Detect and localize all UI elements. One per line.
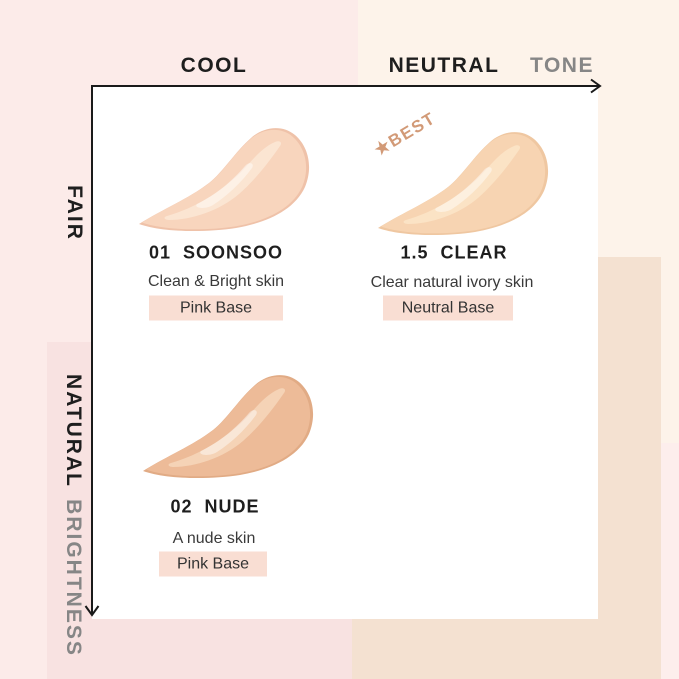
y-axis-label-natural: NATURAL bbox=[62, 374, 85, 488]
x-axis-label-cool: COOL bbox=[180, 54, 248, 77]
x-axis-label-neutral: NEUTRAL bbox=[388, 54, 500, 77]
background-right-strip bbox=[661, 443, 679, 679]
y-axis-label-fair: FAIR bbox=[63, 185, 86, 241]
y-axis-title-brightness: BRIGHTNESS bbox=[62, 499, 85, 657]
swatch-smear-clear bbox=[378, 132, 549, 236]
shade-title-nude: 02 NUDE bbox=[170, 496, 260, 517]
shade-title-soonsoo: 01 SOONSOO bbox=[148, 242, 284, 263]
shade-description-soonsoo: Clean & Bright skin bbox=[147, 273, 285, 290]
shade-base-chip-nude: Pink Base bbox=[159, 551, 267, 577]
shade-description-nude: A nude skin bbox=[172, 530, 256, 547]
shade-base-chip-clear: Neutral Base bbox=[383, 295, 513, 321]
shade-base-chip-soonsoo: Pink Base bbox=[149, 295, 283, 321]
swatch-smear-nude bbox=[143, 375, 314, 479]
shade-title-clear: 1.5 CLEAR bbox=[400, 242, 508, 263]
x-axis-title-tone: TONE bbox=[530, 54, 594, 77]
swatch-smear-soonsoo bbox=[139, 128, 310, 232]
shade-description-clear: Clear natural ivory skin bbox=[370, 274, 534, 291]
